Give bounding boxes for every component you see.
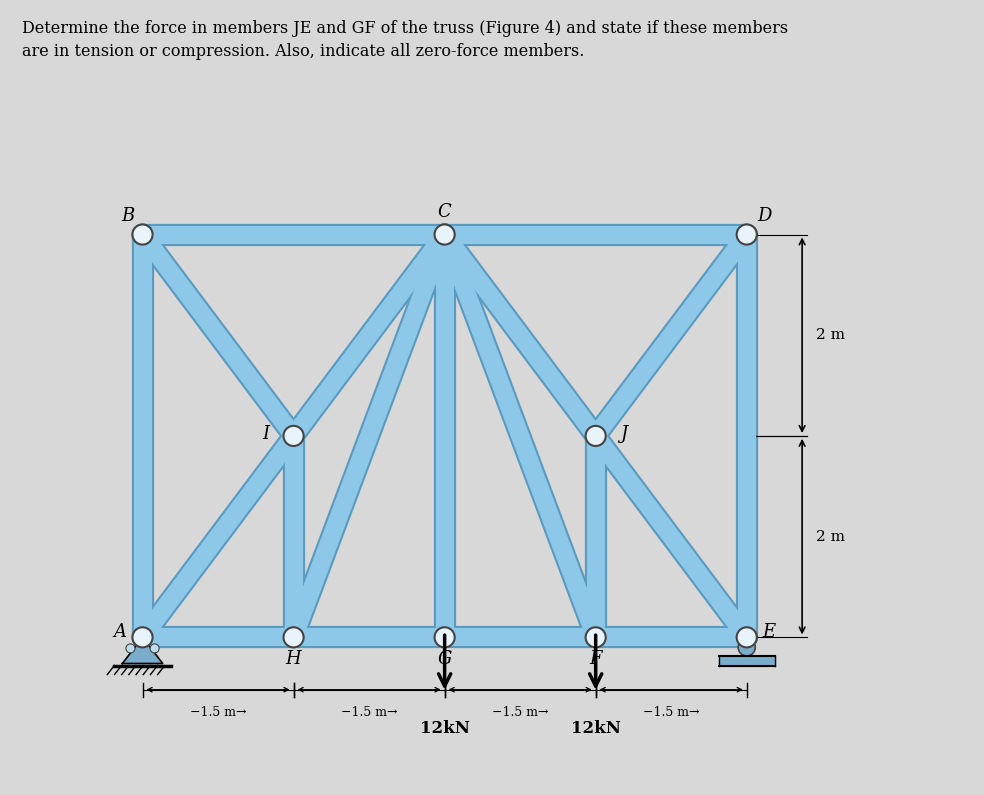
Polygon shape — [718, 657, 775, 665]
Circle shape — [585, 627, 606, 647]
Circle shape — [737, 627, 757, 647]
Text: 2 m: 2 m — [816, 328, 845, 342]
Circle shape — [133, 627, 153, 647]
Text: J: J — [620, 425, 628, 443]
Text: −1.5 m→: −1.5 m→ — [643, 706, 700, 719]
Text: C: C — [438, 204, 452, 221]
Text: A: A — [114, 623, 127, 642]
Polygon shape — [122, 638, 162, 664]
Circle shape — [126, 644, 135, 653]
Text: F: F — [589, 650, 602, 669]
Text: Determine the force in members JE and GF of the truss (Figure 4) and state if th: Determine the force in members JE and GF… — [22, 20, 788, 60]
Text: −1.5 m→: −1.5 m→ — [492, 706, 548, 719]
Text: 12kN: 12kN — [571, 720, 621, 737]
Circle shape — [435, 627, 455, 647]
Circle shape — [738, 639, 756, 656]
Text: B: B — [121, 207, 134, 226]
Text: −1.5 m→: −1.5 m→ — [190, 706, 246, 719]
Text: E: E — [763, 623, 775, 642]
Circle shape — [133, 224, 153, 245]
Text: H: H — [285, 650, 301, 669]
Circle shape — [435, 224, 455, 245]
Text: D: D — [758, 207, 772, 226]
Circle shape — [737, 224, 757, 245]
Circle shape — [585, 426, 606, 446]
Text: G: G — [438, 650, 452, 669]
Text: I: I — [262, 425, 269, 443]
Circle shape — [283, 426, 304, 446]
Circle shape — [151, 644, 159, 653]
Text: 2 m: 2 m — [816, 529, 845, 544]
Text: −1.5 m→: −1.5 m→ — [340, 706, 398, 719]
Text: 12kN: 12kN — [420, 720, 469, 737]
Circle shape — [283, 627, 304, 647]
